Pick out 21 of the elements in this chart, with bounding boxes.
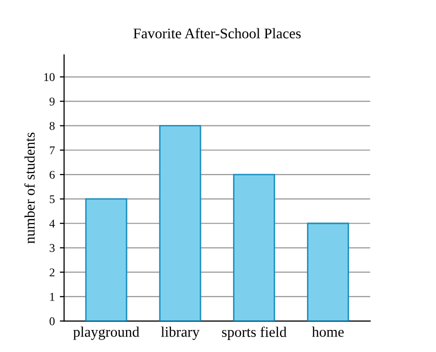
- bar: [233, 174, 276, 322]
- x-tick-label: library: [161, 326, 200, 340]
- y-tick-label: 8: [50, 122, 55, 130]
- chart-title: Favorite After-School Places: [133, 28, 301, 38]
- bar: [85, 198, 128, 322]
- y-axis-title: number of students: [24, 132, 35, 244]
- y-tick-label: 4: [49, 220, 55, 228]
- y-tick-label: 6: [50, 170, 55, 179]
- y-tick-label: 3: [50, 244, 55, 252]
- y-tick-label: 10: [44, 73, 55, 82]
- y-tick-label: 0: [50, 317, 55, 326]
- y-tick-label: 2: [50, 268, 54, 276]
- bar: [307, 222, 350, 322]
- y-tick-label: 9: [50, 98, 55, 106]
- x-tick-label: playground: [73, 326, 140, 340]
- x-tick-label: sports field: [222, 326, 287, 340]
- y-tick-label: 5: [50, 195, 55, 204]
- bar: [159, 125, 202, 322]
- x-tick-label: home: [312, 326, 344, 337]
- y-tick-label: 1: [50, 292, 54, 301]
- y-tick-label: 7: [50, 146, 55, 154]
